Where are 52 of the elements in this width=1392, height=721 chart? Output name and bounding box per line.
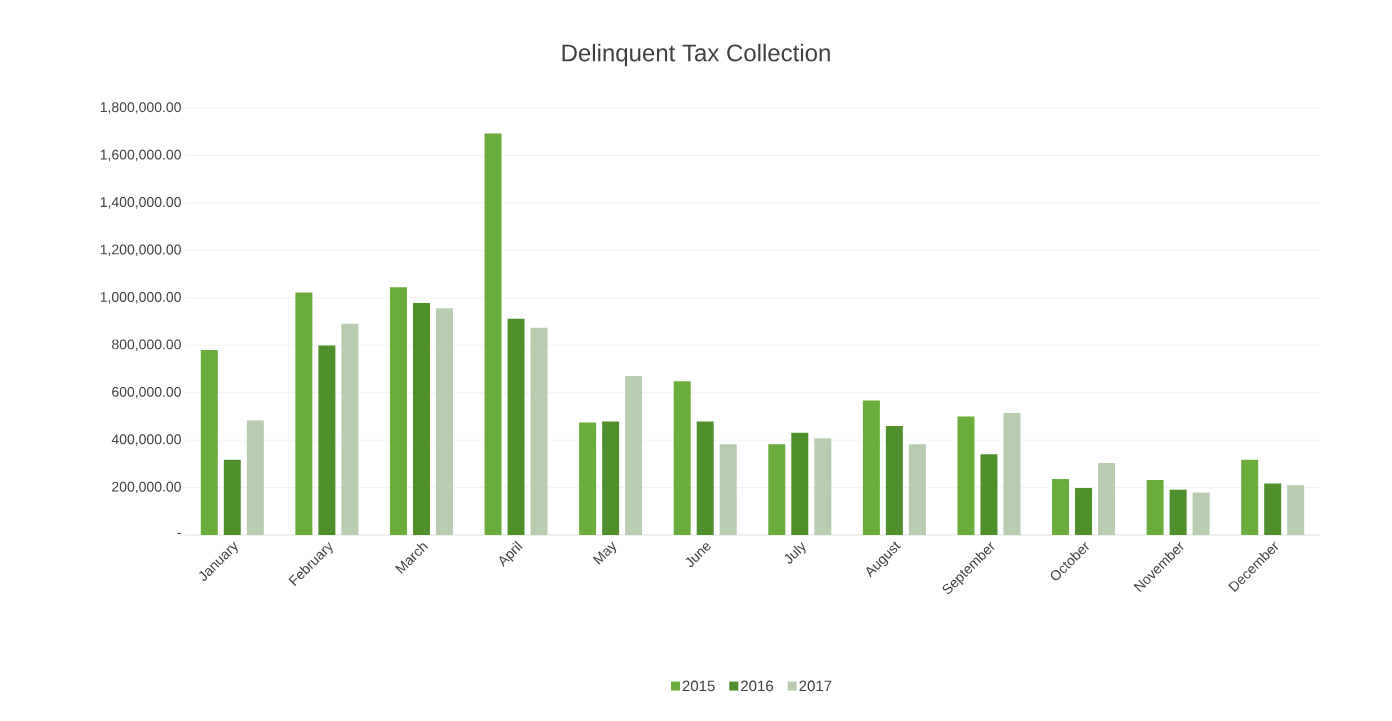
bar (435, 308, 453, 535)
y-tick-label: 1,800,000.00 (100, 102, 181, 114)
bar (1098, 462, 1116, 535)
y-tick-label: - (177, 532, 181, 534)
bar (862, 400, 880, 535)
bar (412, 303, 430, 535)
bar (1075, 488, 1093, 535)
bar (768, 444, 786, 535)
x-tick-label: July (784, 541, 806, 564)
bar (980, 454, 998, 535)
bar (484, 133, 502, 535)
bar (295, 292, 313, 535)
bar (200, 349, 218, 535)
bar (1264, 483, 1282, 535)
bar (341, 323, 359, 535)
bar (625, 376, 643, 535)
bar (1003, 413, 1021, 535)
bar (246, 420, 264, 535)
bar (579, 422, 597, 535)
legend-label: 2015 (682, 680, 715, 692)
x-tick-label: May (592, 541, 617, 565)
bar (1169, 489, 1187, 535)
y-tick-label: 800,000.00 (112, 339, 181, 352)
bar (1052, 479, 1070, 535)
bar (673, 381, 691, 535)
legend-label: 2017 (799, 680, 832, 692)
bar (1192, 492, 1210, 535)
y-tick-label: 1,000,000.00 (100, 291, 181, 304)
bar (814, 438, 832, 535)
bar (908, 444, 926, 535)
y-tick-label: 1,400,000.00 (100, 197, 181, 209)
bar (389, 287, 407, 535)
y-tick-label: 600,000.00 (112, 386, 181, 399)
bar (791, 432, 809, 535)
bar (530, 327, 548, 535)
y-tick-label: 400,000.00 (111, 434, 181, 446)
y-tick-label: 1,600,000.00 (100, 149, 181, 162)
bar (885, 426, 903, 535)
bar (507, 318, 525, 535)
bar (318, 345, 336, 535)
bar (223, 459, 241, 535)
bar (1287, 485, 1305, 535)
y-tick-label: 1,200,000.00 (100, 244, 181, 257)
chart-title: Delinquent Tax Collection (562, 43, 830, 67)
bar (719, 444, 737, 535)
bar (1241, 459, 1259, 535)
y-tick-label: 200,000.00 (112, 481, 181, 494)
bar (696, 421, 714, 535)
bar (1146, 479, 1164, 535)
bar (602, 421, 620, 535)
bar (957, 416, 975, 535)
legend-label: 2016 (741, 680, 774, 692)
